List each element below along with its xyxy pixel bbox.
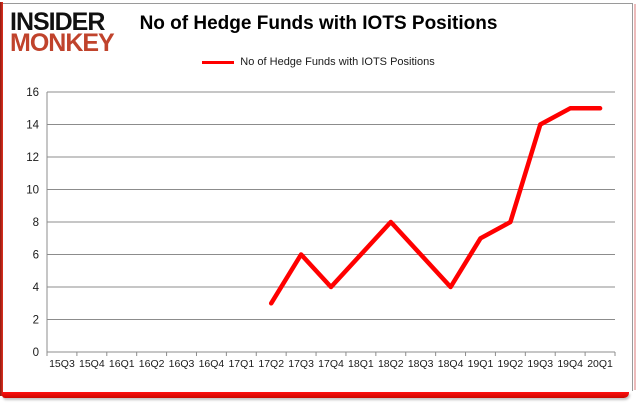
x-tick-label: 17Q3 xyxy=(288,358,314,370)
logo-line-insider: INSIDER xyxy=(10,8,105,36)
x-tick-label: 16Q4 xyxy=(199,358,225,370)
frame-right-border xyxy=(632,3,633,391)
x-tick-label: 17Q1 xyxy=(228,358,254,370)
frame-right-pink-line xyxy=(634,4,636,390)
x-tick-label: 18Q3 xyxy=(408,358,434,370)
logo-line-monkey: MONKEY xyxy=(10,29,115,58)
y-tick-label: 6 xyxy=(33,250,39,262)
y-tick-label: 10 xyxy=(26,185,39,197)
legend-series-label: No of Hedge Funds with IOTS Positions xyxy=(240,56,435,68)
frame-left-red-bar xyxy=(0,2,3,396)
x-tick-label: 18Q2 xyxy=(378,358,404,370)
x-tick-label: 19Q2 xyxy=(498,358,524,370)
x-tick-label: 18Q4 xyxy=(438,358,464,370)
x-tick-label: 19Q1 xyxy=(468,358,494,370)
series-line xyxy=(268,106,603,306)
y-tick-label: 14 xyxy=(26,120,39,132)
x-tick-label: 15Q4 xyxy=(79,358,105,370)
frame-top-border xyxy=(3,3,633,4)
frame-bottom-red-bar xyxy=(2,392,629,398)
x-tick-label: 16Q2 xyxy=(139,358,165,370)
x-tick-label: 16Q1 xyxy=(109,358,135,370)
legend-line-swatch xyxy=(202,60,235,64)
x-tick-label: 16Q3 xyxy=(169,358,195,370)
x-tick-label: 15Q3 xyxy=(49,358,75,370)
x-tick-label: 20Q1 xyxy=(587,358,613,370)
insider-monkey-logo: INSIDER MONKEY xyxy=(10,8,128,58)
x-tick-label: 19Q3 xyxy=(527,358,553,370)
x-tick-label: 19Q4 xyxy=(557,358,583,370)
y-tick-label: 8 xyxy=(33,217,39,229)
legend: No of Hedge Funds with IOTS Positions xyxy=(0,56,637,68)
y-tick-label: 2 xyxy=(33,315,39,327)
y-tick-label: 12 xyxy=(26,152,39,164)
y-tick-label: 0 xyxy=(33,347,39,359)
y-tick-label: 16 xyxy=(26,87,39,99)
x-tick-label: 17Q2 xyxy=(258,358,284,370)
chart-title: No of Hedge Funds with IOTS Positions xyxy=(139,13,498,34)
x-tick-label: 17Q4 xyxy=(318,358,344,370)
y-tick-label: 4 xyxy=(33,282,40,294)
x-tick-label: 18Q1 xyxy=(348,358,374,370)
